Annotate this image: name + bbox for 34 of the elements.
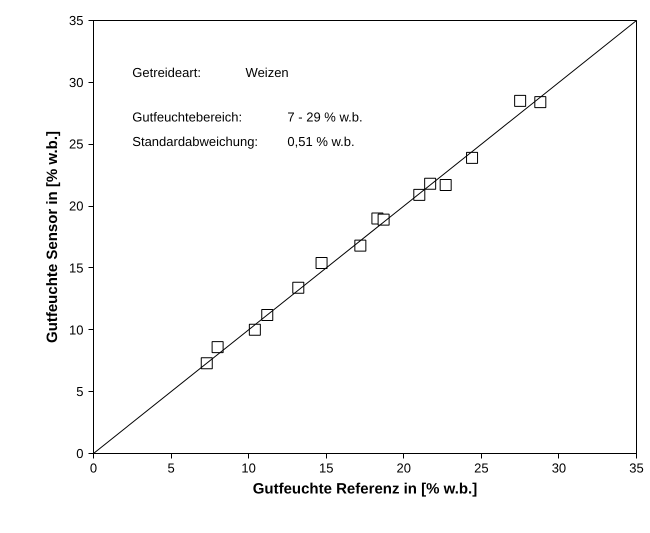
point (534, 96, 546, 108)
annotation: Weizen (246, 64, 289, 80)
point (440, 179, 452, 192)
point (466, 152, 478, 164)
y-tick-label: 25 (69, 136, 84, 152)
x-tick-label: 10 (241, 460, 256, 476)
y-tick-label: 10 (69, 322, 84, 338)
annotation: 7 - 29 % w.b. (287, 109, 363, 124)
point (292, 282, 304, 294)
x-tick-label: 25 (474, 460, 489, 476)
x-tick-label: 30 (552, 460, 566, 476)
annotation: Gutfeuchtebereich: (132, 109, 242, 124)
x-axis-title: Gutfeuchte Referenz in [% w.b.] (252, 480, 478, 498)
x-tick-label: 0 (90, 460, 98, 476)
y-axis-title: Gutfeuchte Sensor in [% w.b.] (44, 131, 62, 343)
x-tick-label: 35 (629, 460, 644, 476)
y-tick-label: 15 (69, 260, 84, 276)
point (514, 94, 526, 107)
annotation: Getreideart: (132, 64, 201, 80)
point (316, 256, 328, 269)
x-tick-label: 5 (167, 460, 175, 476)
point (354, 240, 366, 252)
y-tick-label: 0 (76, 446, 84, 461)
point (378, 214, 390, 226)
annotation: Standardabweichung: (132, 134, 258, 150)
point (248, 324, 261, 336)
point (212, 341, 224, 354)
y-tick-label: 35 (69, 13, 84, 28)
annotation: 0,51 % w.b. (287, 134, 355, 150)
y-tick-label: 20 (69, 198, 84, 214)
x-tick-label: 20 (396, 460, 412, 476)
y-tick-label: 5 (76, 384, 84, 400)
x-tick-label: 15 (318, 460, 334, 476)
y-tick-label: 30 (69, 74, 84, 90)
